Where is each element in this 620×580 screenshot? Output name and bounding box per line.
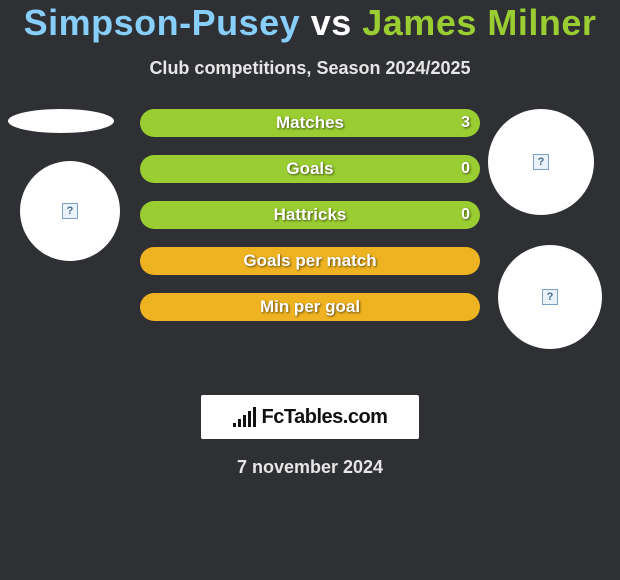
- date-label: 7 november 2024: [0, 457, 620, 478]
- fctables-logo-text: FcTables.com: [262, 406, 388, 429]
- stat-label: Matches: [140, 109, 480, 137]
- right-player-circle-top: [488, 109, 594, 215]
- fctables-logo-card: FcTables.com: [201, 395, 419, 439]
- stat-row: Matches3: [140, 109, 480, 137]
- title-player2: James Milner: [362, 2, 596, 43]
- right-player-circle-bottom: [498, 245, 602, 349]
- stat-row: Min per goal: [140, 293, 480, 321]
- page-title: Simpson-Pusey vs James Milner: [0, 0, 620, 44]
- bar-chart-icon: [233, 407, 256, 427]
- stat-row: Goals per match: [140, 247, 480, 275]
- left-ellipse-decoration: [8, 109, 114, 133]
- stat-row: Hattricks0: [140, 201, 480, 229]
- stat-label: Goals per match: [140, 247, 480, 275]
- stat-value-right: 3: [461, 109, 470, 137]
- stat-value-right: 0: [461, 155, 470, 183]
- stats-bars: Matches3Goals0Hattricks0Goals per matchM…: [140, 109, 480, 339]
- title-vs: vs: [311, 2, 352, 43]
- left-player-circle: [20, 161, 120, 261]
- stat-label: Hattricks: [140, 201, 480, 229]
- stats-stage: Matches3Goals0Hattricks0Goals per matchM…: [0, 109, 620, 389]
- stat-label: Goals: [140, 155, 480, 183]
- placeholder-icon: [62, 203, 78, 219]
- title-player1: Simpson-Pusey: [24, 2, 301, 43]
- subtitle: Club competitions, Season 2024/2025: [0, 58, 620, 79]
- stat-value-right: 0: [461, 201, 470, 229]
- stat-label: Min per goal: [140, 293, 480, 321]
- placeholder-icon: [542, 289, 558, 305]
- stat-row: Goals0: [140, 155, 480, 183]
- placeholder-icon: [533, 154, 549, 170]
